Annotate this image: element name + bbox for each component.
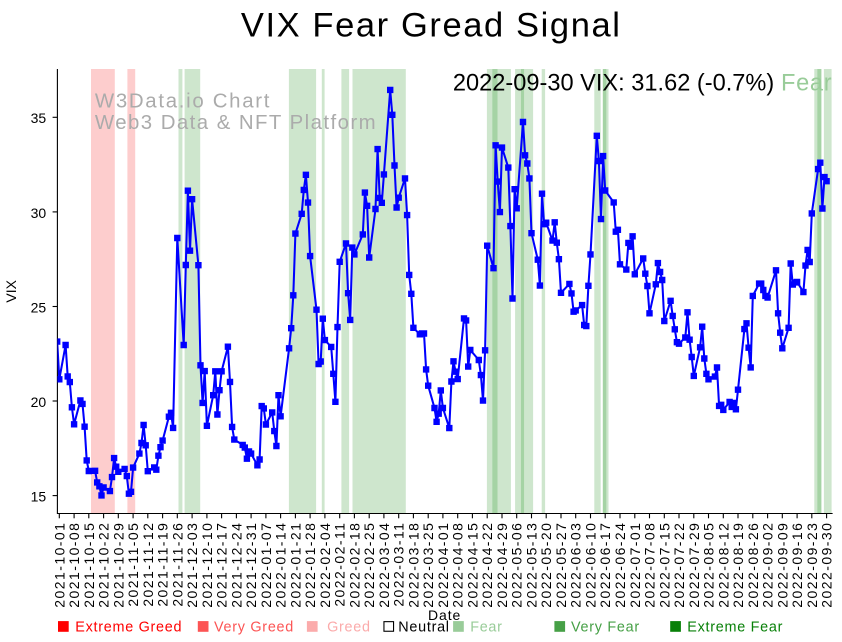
- svg-text:2021-12-10: 2021-12-10: [199, 522, 215, 608]
- svg-text:2022-03-18: 2022-03-18: [405, 522, 421, 608]
- svg-text:Greed: Greed: [327, 619, 371, 635]
- svg-text:2022-02-04: 2022-02-04: [317, 522, 333, 608]
- svg-text:2022-09-30: 2022-09-30: [819, 522, 835, 608]
- svg-text:20: 20: [31, 394, 47, 410]
- svg-text:2022-05-27: 2022-05-27: [553, 522, 569, 608]
- svg-text:VIX: VIX: [3, 279, 19, 302]
- svg-text:2022-01-07: 2022-01-07: [258, 522, 274, 608]
- svg-text:2021-10-08: 2021-10-08: [66, 522, 82, 608]
- svg-text:2021-10-29: 2021-10-29: [110, 522, 126, 608]
- svg-text:25: 25: [31, 299, 47, 315]
- svg-text:2022-06-24: 2022-06-24: [612, 522, 628, 608]
- svg-text:2022-03-04: 2022-03-04: [376, 522, 392, 608]
- svg-text:2022-09-23: 2022-09-23: [804, 522, 820, 608]
- svg-text:Extreme Fear: Extreme Fear: [687, 619, 783, 635]
- svg-text:2022-07-08: 2022-07-08: [642, 522, 658, 608]
- svg-text:2022-01-28: 2022-01-28: [302, 522, 318, 608]
- svg-text:Neutral: Neutral: [398, 619, 449, 635]
- svg-text:2022-03-11: 2022-03-11: [391, 522, 407, 607]
- svg-text:2021-10-01: 2021-10-01: [51, 522, 67, 608]
- svg-text:2022-04-22: 2022-04-22: [479, 522, 495, 608]
- svg-text:2022-05-13: 2022-05-13: [524, 522, 540, 608]
- svg-text:2022-01-21: 2022-01-21: [287, 522, 303, 608]
- svg-text:2022-09-02: 2022-09-02: [760, 522, 776, 608]
- svg-text:2022-07-15: 2022-07-15: [656, 522, 672, 608]
- svg-text:2022-03-25: 2022-03-25: [420, 522, 436, 608]
- svg-text:2022-09-09: 2022-09-09: [774, 522, 790, 608]
- svg-text:Fear: Fear: [781, 70, 832, 96]
- svg-text:2022-04-29: 2022-04-29: [494, 522, 510, 608]
- svg-text:Very Fear: Very Fear: [571, 619, 640, 635]
- svg-text:Fear: Fear: [470, 619, 502, 635]
- svg-text:2021-10-15: 2021-10-15: [81, 522, 97, 608]
- svg-text:2022-09-16: 2022-09-16: [789, 522, 805, 608]
- svg-text:2022-02-18: 2022-02-18: [346, 522, 362, 608]
- svg-text:2022-08-26: 2022-08-26: [745, 522, 761, 608]
- svg-text:2022-05-20: 2022-05-20: [538, 522, 554, 608]
- svg-text:15: 15: [31, 489, 47, 505]
- svg-text:2022-05-06: 2022-05-06: [509, 522, 525, 608]
- svg-text:Web3 Data & NFT Platform: Web3 Data & NFT Platform: [95, 112, 377, 134]
- svg-text:30: 30: [31, 205, 47, 221]
- svg-text:2022-08-05: 2022-08-05: [701, 522, 717, 608]
- svg-text:2022-02-11: 2022-02-11: [332, 522, 348, 607]
- svg-text:2021-12-31: 2021-12-31: [243, 522, 259, 608]
- svg-text:2021-11-12: 2021-11-12: [140, 522, 156, 607]
- svg-text:2021-12-03: 2021-12-03: [184, 522, 200, 608]
- svg-text:2022-04-15: 2022-04-15: [464, 522, 480, 608]
- svg-text:Date: Date: [428, 607, 461, 623]
- svg-text:2022-01-14: 2022-01-14: [273, 522, 289, 608]
- svg-text:2022-07-01: 2022-07-01: [627, 522, 643, 608]
- svg-text:2021-12-24: 2021-12-24: [228, 522, 244, 608]
- svg-text:2022-06-17: 2022-06-17: [597, 522, 613, 608]
- svg-text:2022-06-03: 2022-06-03: [568, 522, 584, 608]
- svg-text:VIX Fear Gread Signal: VIX Fear Gread Signal: [241, 7, 622, 45]
- svg-text:2022-04-01: 2022-04-01: [435, 522, 451, 608]
- svg-text:2022-07-29: 2022-07-29: [686, 522, 702, 608]
- svg-text:2022-07-22: 2022-07-22: [671, 522, 687, 608]
- svg-text:2021-11-19: 2021-11-19: [155, 522, 171, 607]
- svg-text:2021-11-26: 2021-11-26: [169, 522, 185, 607]
- svg-text:2022-08-12: 2022-08-12: [715, 522, 731, 608]
- svg-text:W3Data.io Chart: W3Data.io Chart: [95, 90, 271, 112]
- svg-text:2022-09-30 VIX: 31.62 (-0.7%): 2022-09-30 VIX: 31.62 (-0.7%): [453, 70, 774, 96]
- svg-text:2021-11-05: 2021-11-05: [125, 522, 141, 607]
- svg-text:2021-10-22: 2021-10-22: [96, 522, 112, 608]
- svg-text:Very Greed: Very Greed: [214, 619, 294, 635]
- svg-text:2022-04-08: 2022-04-08: [450, 522, 466, 608]
- svg-text:2022-06-10: 2022-06-10: [583, 522, 599, 608]
- svg-text:2022-02-25: 2022-02-25: [361, 522, 377, 608]
- svg-text:Extreme Greed: Extreme Greed: [75, 619, 182, 635]
- svg-text:2022-08-19: 2022-08-19: [730, 522, 746, 608]
- svg-text:2021-12-17: 2021-12-17: [214, 522, 230, 608]
- svg-text:35: 35: [31, 110, 47, 126]
